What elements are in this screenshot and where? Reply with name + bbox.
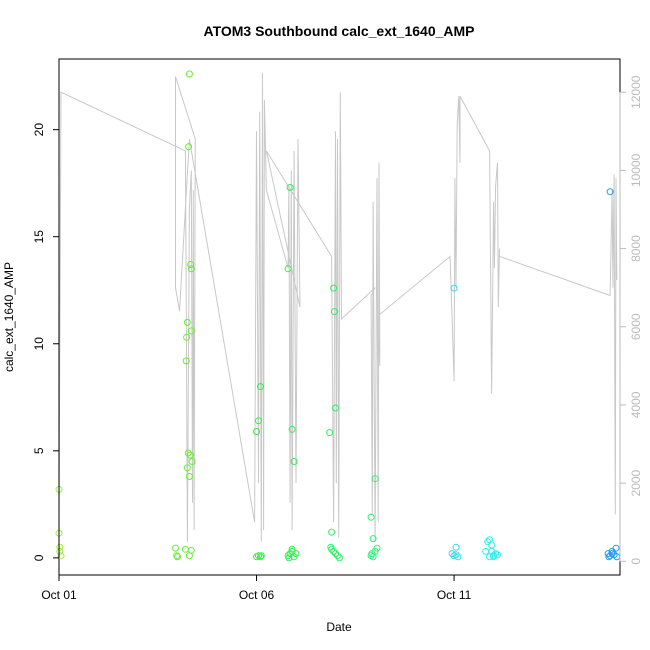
data-point [56, 547, 64, 555]
data-point [183, 318, 191, 326]
data-point [288, 425, 296, 433]
data-point [56, 543, 64, 551]
data-point [181, 545, 189, 553]
data-point [334, 552, 341, 560]
y2-tick-label: 10000 [629, 153, 643, 187]
data-point [290, 458, 298, 465]
data-point [186, 451, 194, 459]
y2-tick-label: 8000 [629, 235, 643, 262]
y-tick-label: 5 [32, 447, 46, 454]
data-points [55, 70, 621, 562]
x-axis-label: Date [326, 620, 352, 634]
data-point [188, 458, 196, 465]
data-point [284, 265, 292, 273]
data-point [184, 449, 192, 457]
data-point [187, 265, 195, 273]
data-point [606, 552, 614, 560]
data-point [286, 184, 294, 191]
data-point [452, 551, 460, 559]
data-point [490, 553, 498, 561]
data-point [336, 554, 343, 562]
data-point [174, 553, 181, 561]
data-point [173, 552, 181, 560]
y2-tick-label: 6000 [629, 313, 643, 340]
data-point [367, 513, 375, 521]
data-point [373, 544, 381, 552]
data-point [257, 552, 265, 560]
data-point [450, 284, 458, 292]
data-point [328, 528, 336, 536]
chart-title: ATOM3 Southbound calc_ext_1640_AMP [204, 23, 475, 39]
data-point [255, 417, 262, 425]
data-point [183, 333, 191, 341]
data-point [185, 70, 193, 78]
data-point [253, 428, 260, 435]
data-point [612, 544, 620, 552]
data-point [482, 547, 490, 555]
data-point [172, 544, 179, 552]
data-point [368, 550, 376, 558]
x-axis: Oct 01 Oct 06 Oct 11 [41, 575, 472, 602]
data-point [183, 464, 191, 472]
data-point [185, 143, 193, 151]
data-point [57, 552, 65, 560]
secondary-series-line [58, 72, 618, 542]
data-point [187, 261, 195, 268]
y2-tick-label: 2000 [629, 469, 643, 496]
data-point [452, 543, 460, 551]
data-point [371, 475, 379, 483]
data-point [332, 404, 339, 412]
x-tick-label: Oct 06 [239, 588, 275, 602]
data-point [448, 550, 456, 558]
y2-tick-label: 12000 [629, 75, 643, 109]
data-point [454, 553, 462, 561]
y-tick-label: 20 [32, 123, 46, 137]
data-point [257, 553, 264, 561]
data-point [332, 550, 339, 558]
y-axis: 0 5 10 15 20 [32, 123, 60, 561]
data-point [488, 541, 496, 549]
data-point [187, 546, 195, 554]
y2-axis: 0 2000 4000 6000 8000 10000 12000 [619, 75, 643, 565]
y2-tick-label: 4000 [629, 391, 643, 418]
data-point [285, 554, 293, 562]
x-tick-label: Oct 11 [437, 588, 472, 602]
y-tick-label: 0 [32, 554, 46, 561]
y2-tick-label: 0 [629, 558, 643, 565]
data-point [327, 543, 335, 551]
data-point [605, 553, 613, 561]
data-point [326, 429, 334, 437]
y-tick-label: 10 [32, 337, 46, 351]
data-point [330, 308, 338, 316]
x-tick-label: Oct 01 [41, 588, 77, 602]
data-point [292, 550, 300, 558]
data-point [369, 535, 377, 543]
data-point [494, 551, 501, 559]
y-tick-label: 15 [32, 230, 46, 244]
data-point [288, 545, 296, 553]
data-point [606, 188, 614, 196]
data-point [185, 473, 193, 480]
y-axis-label: calc_ext_1640_AMP [2, 262, 16, 372]
data-point [187, 327, 195, 335]
data-point [330, 284, 338, 292]
data-point [182, 357, 190, 365]
secondary-line [58, 72, 618, 542]
data-point [257, 383, 264, 391]
